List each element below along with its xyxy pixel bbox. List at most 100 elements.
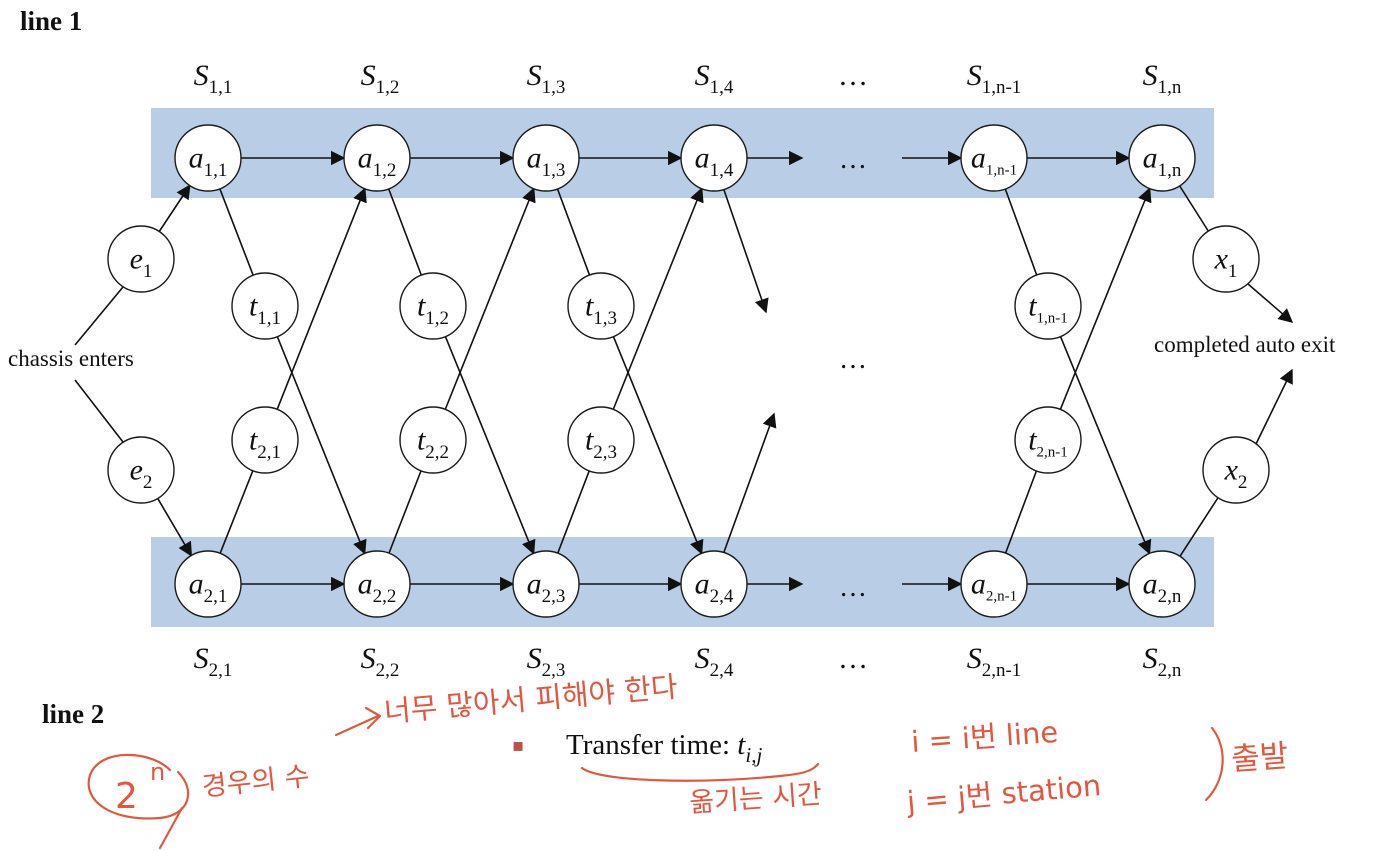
node-a-top-4-base: a bbox=[695, 142, 710, 175]
station-top-3: S1,3 bbox=[527, 59, 566, 98]
node-a-top-3-base: a bbox=[527, 142, 542, 175]
edge-bottom-t2-4 bbox=[1004, 470, 1038, 554]
node-a-top-2-circle bbox=[343, 124, 411, 192]
node-a-bottom-1-sub: 2,1 bbox=[204, 586, 228, 607]
node-t-top-2-label: t1,2 bbox=[417, 290, 449, 330]
node-t-bottom-3: t2,3 bbox=[567, 406, 635, 474]
node-t-bottom-4-label: t2,n-1 bbox=[1028, 424, 1068, 461]
node-t-top-3-base: t bbox=[585, 290, 594, 323]
node-a-top-4-circle bbox=[680, 124, 748, 192]
bullet-marker: ▪ bbox=[512, 735, 524, 756]
node-a-bottom-1: a2,1 bbox=[174, 550, 242, 618]
station-bottom-6-base: S bbox=[967, 642, 982, 675]
station-labels: S1,1 S1,2 S1,3 S1,4… S1,n-1 S1,nS2,1 S2,2 S2,3 S… bbox=[194, 59, 1182, 681]
node-a-bottom-6: a2,n bbox=[1128, 550, 1196, 618]
node-t-bottom-2-label: t2,2 bbox=[417, 424, 449, 464]
ellipses: ……… bbox=[839, 144, 867, 603]
node-e1-label: e1 bbox=[130, 243, 153, 283]
hand-j-def: j = j번 station bbox=[905, 768, 1103, 819]
edge-top-t1-4 bbox=[1004, 188, 1038, 276]
station-bottom-1-sub: 2,1 bbox=[209, 660, 233, 681]
node-t-top-3-sub: 1,3 bbox=[593, 308, 617, 329]
node-a-bottom-5-sub: 2,n-1 bbox=[986, 588, 1017, 604]
node-a-top-5: a1,n-1 bbox=[960, 124, 1028, 192]
node-a-top-6-label: a1,n bbox=[1143, 142, 1182, 182]
node-a-bottom-3-base: a bbox=[527, 568, 542, 601]
edge-a14-out-diag bbox=[723, 189, 769, 314]
node-a-top-6-circle bbox=[1128, 124, 1196, 192]
node-a-bottom-4-sub: 2,4 bbox=[710, 586, 734, 607]
station-bottom-1: S2,1 bbox=[194, 642, 233, 681]
station-top-4-sub: 1,4 bbox=[710, 77, 734, 98]
hand-cases: 경우의 수 bbox=[200, 761, 311, 803]
station-top-3-base: S bbox=[527, 59, 542, 92]
station-bottom-5-base: … bbox=[838, 642, 868, 675]
node-a-top-3: a1,3 bbox=[512, 124, 580, 192]
node-t-bottom-3-sub: 2,3 bbox=[593, 442, 617, 463]
transfer-time-text: Transfer time: ti,j bbox=[566, 729, 762, 767]
node-t-top-4-base: t bbox=[1028, 290, 1037, 323]
line1-label: line 1 bbox=[20, 6, 82, 36]
node-x1-circle bbox=[1192, 225, 1260, 293]
edge-chassis-e1 bbox=[74, 286, 124, 346]
node-a-top-4-label: a1,4 bbox=[695, 142, 734, 182]
station-bottom-1-base: S bbox=[194, 642, 209, 675]
hand-moving-time: 옮기는 시간 bbox=[688, 779, 823, 819]
node-x1: x1 bbox=[1192, 225, 1260, 293]
node-t-bottom-1: t2,1 bbox=[231, 406, 299, 474]
edge-t2-top-4 bbox=[1059, 187, 1152, 410]
node-x1-base: x bbox=[1214, 243, 1229, 276]
line2-label: line 2 bbox=[42, 699, 104, 729]
station-top-7: S1,n bbox=[1143, 59, 1182, 98]
station-bottom-2-base: S bbox=[361, 642, 376, 675]
edge-t2-top-2 bbox=[444, 187, 536, 410]
node-a-top-5-circle bbox=[960, 124, 1028, 192]
edge-x2-exit bbox=[1255, 368, 1293, 445]
node-t-bottom-1-label: t2,1 bbox=[249, 424, 281, 464]
node-t-bottom-3-base: t bbox=[585, 424, 594, 457]
node-a-top-6: a1,n bbox=[1128, 124, 1196, 192]
station-top-6: S1,n-1 bbox=[967, 59, 1022, 98]
node-a-bottom-6-base: a bbox=[1143, 568, 1158, 601]
chassis-enters-label: chassis enters bbox=[8, 346, 134, 371]
edge-bottom-t2-3 bbox=[557, 470, 590, 554]
node-a-bottom-2-base: a bbox=[358, 568, 373, 601]
node-t-bottom-4: t2,n-1 bbox=[1014, 406, 1082, 474]
station-bottom-2: S2,2 bbox=[361, 642, 400, 681]
nodes: a1,1 a1,2 a1,3 a1,4 a1,n-1 a1,na2,1 a2,2 a2,3 a2… bbox=[107, 124, 1270, 618]
hand-arrow bbox=[334, 706, 382, 737]
node-a-bottom-1-base: a bbox=[189, 568, 204, 601]
edge-bottom-t2-1 bbox=[219, 470, 254, 554]
station-bottom-4-sub: 2,4 bbox=[710, 660, 734, 681]
node-x1-label: x1 bbox=[1214, 243, 1238, 283]
edge-x1-exit bbox=[1247, 283, 1294, 323]
node-x2-sub: 2 bbox=[1238, 472, 1248, 493]
ellipsis-bottom-line: … bbox=[839, 572, 867, 603]
node-a-bottom-5: a2,n-1 bbox=[960, 550, 1028, 618]
node-a-bottom-6-sub: 2,n bbox=[1158, 586, 1182, 607]
node-t-bottom-4-circle bbox=[1014, 406, 1082, 474]
node-x2: x2 bbox=[1202, 436, 1270, 504]
node-a-top-6-sub: 1,n bbox=[1158, 160, 1182, 181]
node-t-top-2-base: t bbox=[417, 290, 426, 323]
node-a-top-6-base: a bbox=[1143, 142, 1158, 175]
node-a-bottom-3-circle bbox=[512, 550, 580, 618]
node-a-top-5-sub: 1,n-1 bbox=[986, 162, 1017, 178]
transfer-time-sub: i,j bbox=[745, 743, 762, 767]
node-a-bottom-2: a2,2 bbox=[343, 550, 411, 618]
node-a-bottom-2-label: a2,2 bbox=[358, 568, 397, 608]
completed-auto-exit-label: completed auto exit bbox=[1154, 332, 1336, 357]
hand-i-def: i = i번 line bbox=[910, 715, 1059, 759]
station-top-2-base: S bbox=[361, 59, 376, 92]
node-t-bottom-1-sub: 2,1 bbox=[257, 442, 281, 463]
station-bottom-6-sub: 2,n-1 bbox=[982, 660, 1022, 681]
node-e2-label: e2 bbox=[130, 454, 153, 494]
node-a-top-3-sub: 1,3 bbox=[542, 160, 566, 181]
node-a-top-1-label: a1,1 bbox=[189, 142, 228, 182]
node-a-bottom-3-label: a2,3 bbox=[527, 568, 566, 608]
edge-top-t1-2 bbox=[387, 188, 423, 276]
hand-underline bbox=[580, 762, 820, 782]
node-a-bottom-6-circle bbox=[1128, 550, 1196, 618]
station-bottom-4: S2,4 bbox=[695, 642, 734, 681]
